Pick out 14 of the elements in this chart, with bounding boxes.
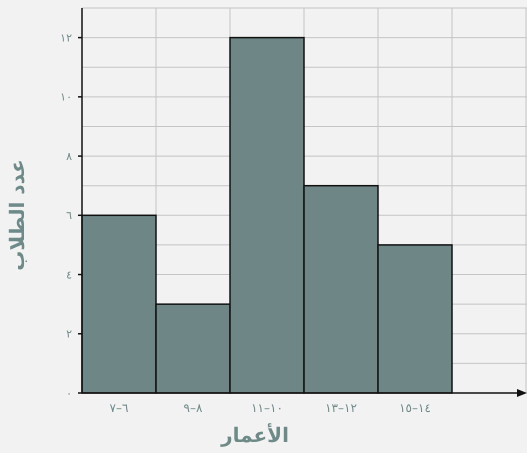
y-axis-title: عدد الطلاب <box>5 159 29 271</box>
x-tick-label: ١٠–١١ <box>251 401 283 415</box>
x-tick-label: ٨–٩ <box>184 401 203 415</box>
y-tick-label: ٦ <box>66 209 72 222</box>
x-tick-label: ١٤–١٥ <box>399 401 431 415</box>
y-tick-label: ٨ <box>66 150 72 163</box>
x-tick-label: ٦–٧ <box>110 401 128 415</box>
x-axis-title: الأعمار <box>220 423 289 447</box>
y-tick-label: ٤ <box>66 268 72 282</box>
y-tick-label: ١٢ <box>60 31 72 44</box>
y-tick-label: ٢ <box>66 328 72 341</box>
y-tick-label: ١٠ <box>60 90 72 104</box>
y-tick-label: ٠ <box>66 386 72 400</box>
x-tick-label: ١٢–١٣ <box>325 401 357 415</box>
